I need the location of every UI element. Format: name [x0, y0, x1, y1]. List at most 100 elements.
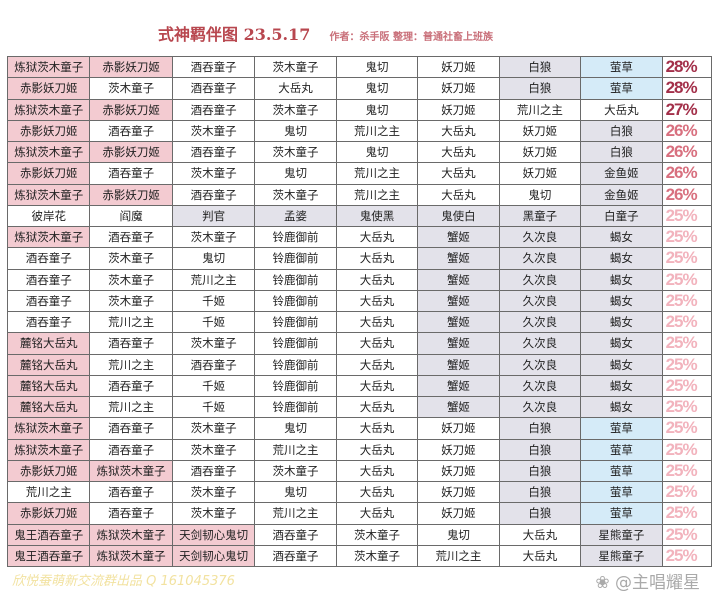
shikigami-cell: 炼狱茨木童子 [6, 417, 91, 440]
shikigami-cell: 铃鹿御前 [254, 353, 337, 376]
shikigami-cell: 蝎女 [580, 353, 663, 376]
shikigami-cell: 鬼切 [171, 247, 256, 270]
rate-cell: 25% [661, 353, 712, 376]
shikigami-cell: 麓铭大岳丸 [6, 395, 91, 419]
shikigami-cell: 妖刀姬 [498, 119, 582, 143]
shikigami-cell: 白狼 [498, 417, 582, 440]
shikigami-cell: 大岳丸 [417, 140, 500, 164]
shikigami-cell: 大岳丸 [335, 225, 419, 249]
rate-cell: 25% [661, 374, 712, 398]
shikigami-cell: 大岳丸 [335, 374, 419, 398]
shikigami-cell: 蝎女 [580, 289, 663, 313]
shikigami-cell: 蟹姬 [417, 225, 500, 249]
shikigami-cell: 铃鹿御前 [254, 268, 337, 291]
shikigami-cell: 大岳丸 [335, 268, 419, 291]
shikigami-cell: 赤影妖刀姬 [89, 183, 173, 206]
table-row: 酒吞童子 茨木童子 千姬 铃鹿御前 大岳丸 蟹姬 久次良 蝎女 25% [6, 289, 712, 313]
shikigami-cell: 妖刀姬 [417, 459, 500, 483]
shikigami-cell: 鬼切 [254, 119, 337, 143]
shikigami-cell: 大岳丸 [335, 395, 419, 419]
table-row: 赤影妖刀姬 茨木童子 酒吞童子 大岳丸 鬼切 妖刀姬 白狼 萤草 28% [6, 77, 712, 100]
shikigami-cell: 鬼切 [498, 183, 582, 206]
shikigami-cell: 赤影妖刀姬 [89, 98, 173, 121]
shikigami-cell: 赤影妖刀姬 [89, 140, 173, 164]
table-row: 炼狱茨木童子 赤影妖刀姬 酒吞童子 茨木童子 鬼切 妖刀姬 白狼 萤草 28% [6, 55, 712, 79]
shikigami-cell: 大岳丸 [417, 183, 500, 206]
shikigami-cell: 星熊童子 [580, 544, 663, 568]
shikigami-cell: 白狼 [498, 459, 582, 483]
shikigami-cell: 赤影妖刀姬 [6, 77, 91, 100]
shikigami-cell: 茨木童子 [89, 289, 173, 313]
shikigami-cell: 大岳丸 [335, 459, 419, 483]
shikigami-cell: 茨木童子 [171, 502, 256, 525]
rate-cell: 25% [661, 332, 712, 355]
shikigami-cell: 大岳丸 [417, 119, 500, 143]
shikigami-cell: 酒吞童子 [171, 140, 256, 164]
shikigami-cell: 铃鹿御前 [254, 289, 337, 313]
shikigami-cell: 赤影妖刀姬 [89, 55, 173, 79]
shikigami-cell: 千姬 [171, 310, 256, 334]
shikigami-cell: 茨木童子 [171, 438, 256, 461]
shikigami-cell: 茨木童子 [171, 480, 256, 504]
table-row: 麓铭大岳丸 荒川之主 千姬 铃鹿御前 大岳丸 蟹姬 久次良 蝎女 25% [6, 395, 712, 419]
table-row: 赤影妖刀姬 酒吞童子 茨木童子 鬼切 荒川之主 大岳丸 妖刀姬 金鱼姬 26% [6, 162, 712, 185]
shikigami-cell: 妖刀姬 [417, 55, 500, 79]
table-row: 麓铭大岳丸 酒吞童子 茨木童子 铃鹿御前 大岳丸 蟹姬 久次良 蝎女 25% [6, 332, 712, 355]
watermark-right: ❀ @主唱耀星 [595, 568, 700, 593]
shikigami-cell: 鬼切 [335, 77, 419, 100]
shikigami-cell: 久次良 [498, 289, 582, 313]
shikigami-cell: 酒吞童子 [89, 119, 173, 143]
rate-cell: 25% [661, 438, 712, 461]
shikigami-cell: 荒川之主 [171, 268, 256, 291]
shikigami-cell: 蟹姬 [417, 247, 500, 270]
table-row: 酒吞童子 荒川之主 千姬 铃鹿御前 大岳丸 蟹姬 久次良 蝎女 25% [6, 310, 712, 334]
shikigami-cell: 久次良 [498, 395, 582, 419]
table-row: 麓铭大岳丸 荒川之主 酒吞童子 铃鹿御前 大岳丸 蟹姬 久次良 蝎女 25% [6, 353, 712, 376]
table-row: 炼狱茨木童子 酒吞童子 茨木童子 铃鹿御前 大岳丸 蟹姬 久次良 蝎女 25% [6, 225, 712, 249]
shikigami-bond-table: 炼狱茨木童子 赤影妖刀姬 酒吞童子 茨木童子 鬼切 妖刀姬 白狼 萤草 28% 赤影妖刀姬 茨木童子… [6, 55, 712, 568]
shikigami-cell: 蝎女 [580, 268, 663, 291]
shikigami-cell: 星熊童子 [580, 523, 663, 546]
shikigami-cell: 蟹姬 [417, 268, 500, 291]
shikigami-cell: 铃鹿御前 [254, 374, 337, 398]
shikigami-cell: 黑童子 [498, 204, 582, 228]
shikigami-cell: 茨木童子 [335, 544, 419, 568]
shikigami-cell: 金鱼姬 [580, 162, 663, 185]
title-text: 式神羁伴图 23.5.17 [158, 25, 311, 44]
rate-cell: 28% [661, 77, 712, 100]
shikigami-cell: 大岳丸 [580, 98, 663, 121]
shikigami-cell: 白童子 [580, 204, 663, 228]
table-row: 彼岸花 阎魔 判官 孟婆 鬼使黑 鬼使白 黑童子 白童子 25% [6, 204, 712, 228]
shikigami-cell: 久次良 [498, 374, 582, 398]
shikigami-cell: 酒吞童子 [6, 310, 91, 334]
shikigami-cell: 荒川之主 [89, 395, 173, 419]
shikigami-cell: 铃鹿御前 [254, 332, 337, 355]
shikigami-cell: 茨木童子 [89, 247, 173, 270]
shikigami-cell: 炼狱茨木童子 [6, 438, 91, 461]
shikigami-cell: 荒川之主 [335, 183, 419, 206]
rate-cell: 25% [661, 204, 712, 228]
shikigami-cell: 大岳丸 [335, 332, 419, 355]
shikigami-cell: 千姬 [171, 395, 256, 419]
shikigami-cell: 茨木童子 [89, 77, 173, 100]
shikigami-cell: 炼狱茨木童子 [6, 140, 91, 164]
rate-cell: 25% [661, 225, 712, 249]
shikigami-cell: 酒吞童子 [89, 374, 173, 398]
shikigami-cell: 赤影妖刀姬 [6, 459, 91, 483]
rate-cell: 27% [661, 98, 712, 121]
shikigami-cell: 久次良 [498, 225, 582, 249]
shikigami-cell: 炼狱茨木童子 [6, 183, 91, 206]
shikigami-cell: 荒川之主 [498, 98, 582, 121]
page-title: 式神羁伴图 23.5.17 作者：杀手阪 整理：普通社畜上班族 [158, 21, 493, 45]
shikigami-cell: 大岳丸 [335, 417, 419, 440]
shikigami-cell: 大岳丸 [498, 544, 582, 568]
table-row: 炼狱茨木童子 赤影妖刀姬 酒吞童子 茨木童子 鬼切 大岳丸 妖刀姬 白狼 26% [6, 140, 712, 164]
shikigami-cell: 麓铭大岳丸 [6, 353, 91, 376]
shikigami-cell: 茨木童子 [171, 332, 256, 355]
shikigami-cell: 酒吞童子 [6, 289, 91, 313]
shikigami-cell: 赤影妖刀姬 [6, 162, 91, 185]
shikigami-cell: 久次良 [498, 268, 582, 291]
rate-cell: 26% [661, 162, 712, 185]
shikigami-cell: 酒吞童子 [89, 502, 173, 525]
author-credit: 作者：杀手阪 整理：普通社畜上班族 [329, 32, 493, 43]
